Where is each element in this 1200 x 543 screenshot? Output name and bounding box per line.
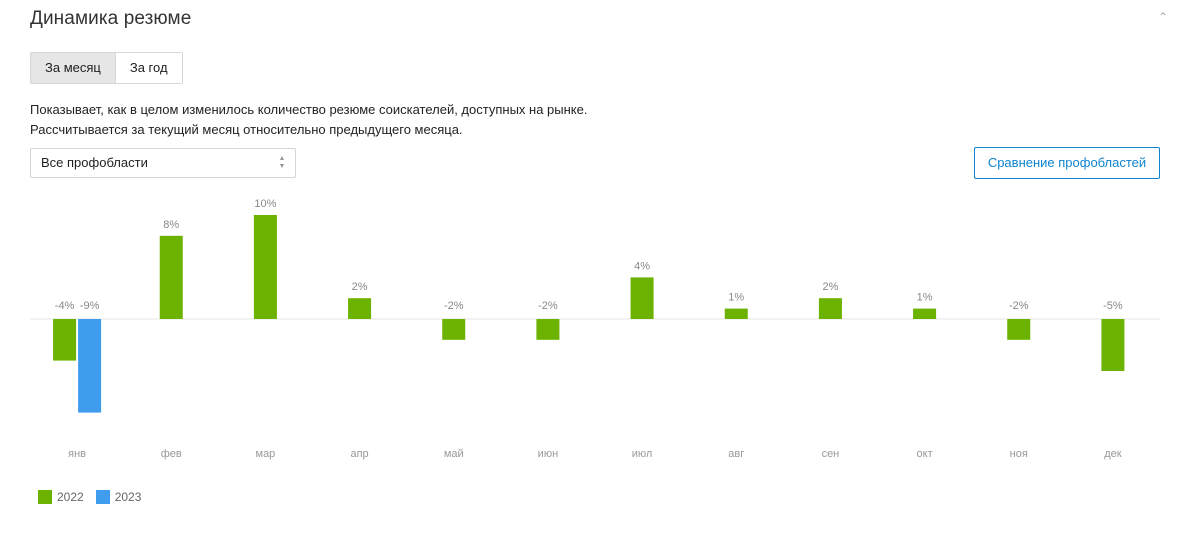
bar-2023-янв[interactable] — [78, 319, 102, 413]
period-tabs: За месяц За год — [30, 52, 183, 84]
data-label-2022-апр: 2% — [352, 281, 368, 293]
data-label-2022-мар: 10% — [254, 198, 276, 210]
bar-2022-янв[interactable] — [53, 319, 77, 361]
compare-profareas-button[interactable]: Сравнение профобластей — [974, 147, 1160, 179]
tick-label-июл: июл — [632, 448, 653, 460]
bar-2022-фев[interactable] — [159, 235, 183, 319]
data-label-2022-май: -2% — [444, 300, 464, 312]
data-label-2022-фев: 8% — [163, 219, 179, 231]
select-arrows-icon: ▲ ▼ — [278, 155, 286, 170]
legend-swatch-2023 — [95, 490, 110, 504]
bar-2022-июн[interactable] — [536, 319, 560, 340]
page-title: Динамика резюме — [30, 8, 192, 29]
data-label-2022-авг: 1% — [728, 292, 744, 304]
chart: -4% -9% янв 8% фев 10% мар 2% апр -2% май -2% июн 4% и… — [30, 198, 1160, 460]
data-label-2022-июл: 4% — [634, 260, 650, 272]
tick-label-фев: фев — [161, 448, 182, 460]
data-label-2022-дек: -5% — [1103, 300, 1123, 312]
tick-label-ноя: ноя — [1010, 448, 1028, 460]
description-line-2: Рассчитывается за текущий месяц относите… — [30, 122, 463, 137]
tab-year[interactable]: За год — [115, 53, 182, 83]
tick-label-сен: сен — [822, 448, 840, 460]
bar-2022-ноя[interactable] — [1007, 319, 1031, 340]
tick-label-окт: окт — [917, 448, 933, 460]
legend-item-2023[interactable]: 2023 — [95, 490, 142, 504]
bar-2022-апр[interactable] — [348, 298, 372, 319]
tick-label-июн: июн — [538, 448, 558, 460]
profarea-select-value: Все профобласти — [41, 155, 148, 170]
legend-label-2022: 2022 — [57, 490, 84, 504]
tick-label-авг: авг — [728, 448, 744, 460]
legend-item-2022[interactable]: 2022 — [38, 490, 84, 504]
description-line-1: Показывает, как в целом изменилось колич… — [30, 102, 588, 117]
tick-label-янв: янв — [68, 448, 86, 460]
bar-2022-мар[interactable] — [253, 215, 277, 319]
data-label-2023-янв: -9% — [80, 300, 100, 312]
legend: 2022 2023 — [38, 490, 153, 504]
data-label-2022-янв: -4% — [55, 300, 75, 312]
bar-2022-окт[interactable] — [913, 308, 937, 319]
tick-label-дек: дек — [1104, 448, 1122, 460]
tick-label-май: май — [444, 448, 464, 460]
bar-2022-дек[interactable] — [1101, 319, 1125, 371]
data-label-2022-сен: 2% — [822, 281, 838, 293]
bar-2022-июл[interactable] — [630, 277, 654, 319]
tick-label-мар: мар — [256, 448, 276, 460]
legend-swatch-2022 — [38, 490, 52, 504]
bar-2022-май[interactable] — [442, 319, 466, 340]
legend-label-2023: 2023 — [114, 490, 142, 504]
data-label-2022-окт: 1% — [917, 292, 933, 304]
tick-label-апр: апр — [350, 448, 368, 460]
profarea-select[interactable]: Все профобласти ▲ ▼ — [30, 148, 296, 178]
chevron-up-icon[interactable]: ⌃ — [1157, 10, 1169, 24]
description: Показывает, как в целом изменилось колич… — [30, 100, 587, 140]
data-label-2022-ноя: -2% — [1009, 300, 1029, 312]
bar-2022-авг[interactable] — [724, 308, 748, 319]
tab-month[interactable]: За месяц — [31, 53, 116, 83]
data-label-2022-июн: -2% — [538, 300, 558, 312]
bar-2022-сен[interactable] — [818, 298, 842, 319]
